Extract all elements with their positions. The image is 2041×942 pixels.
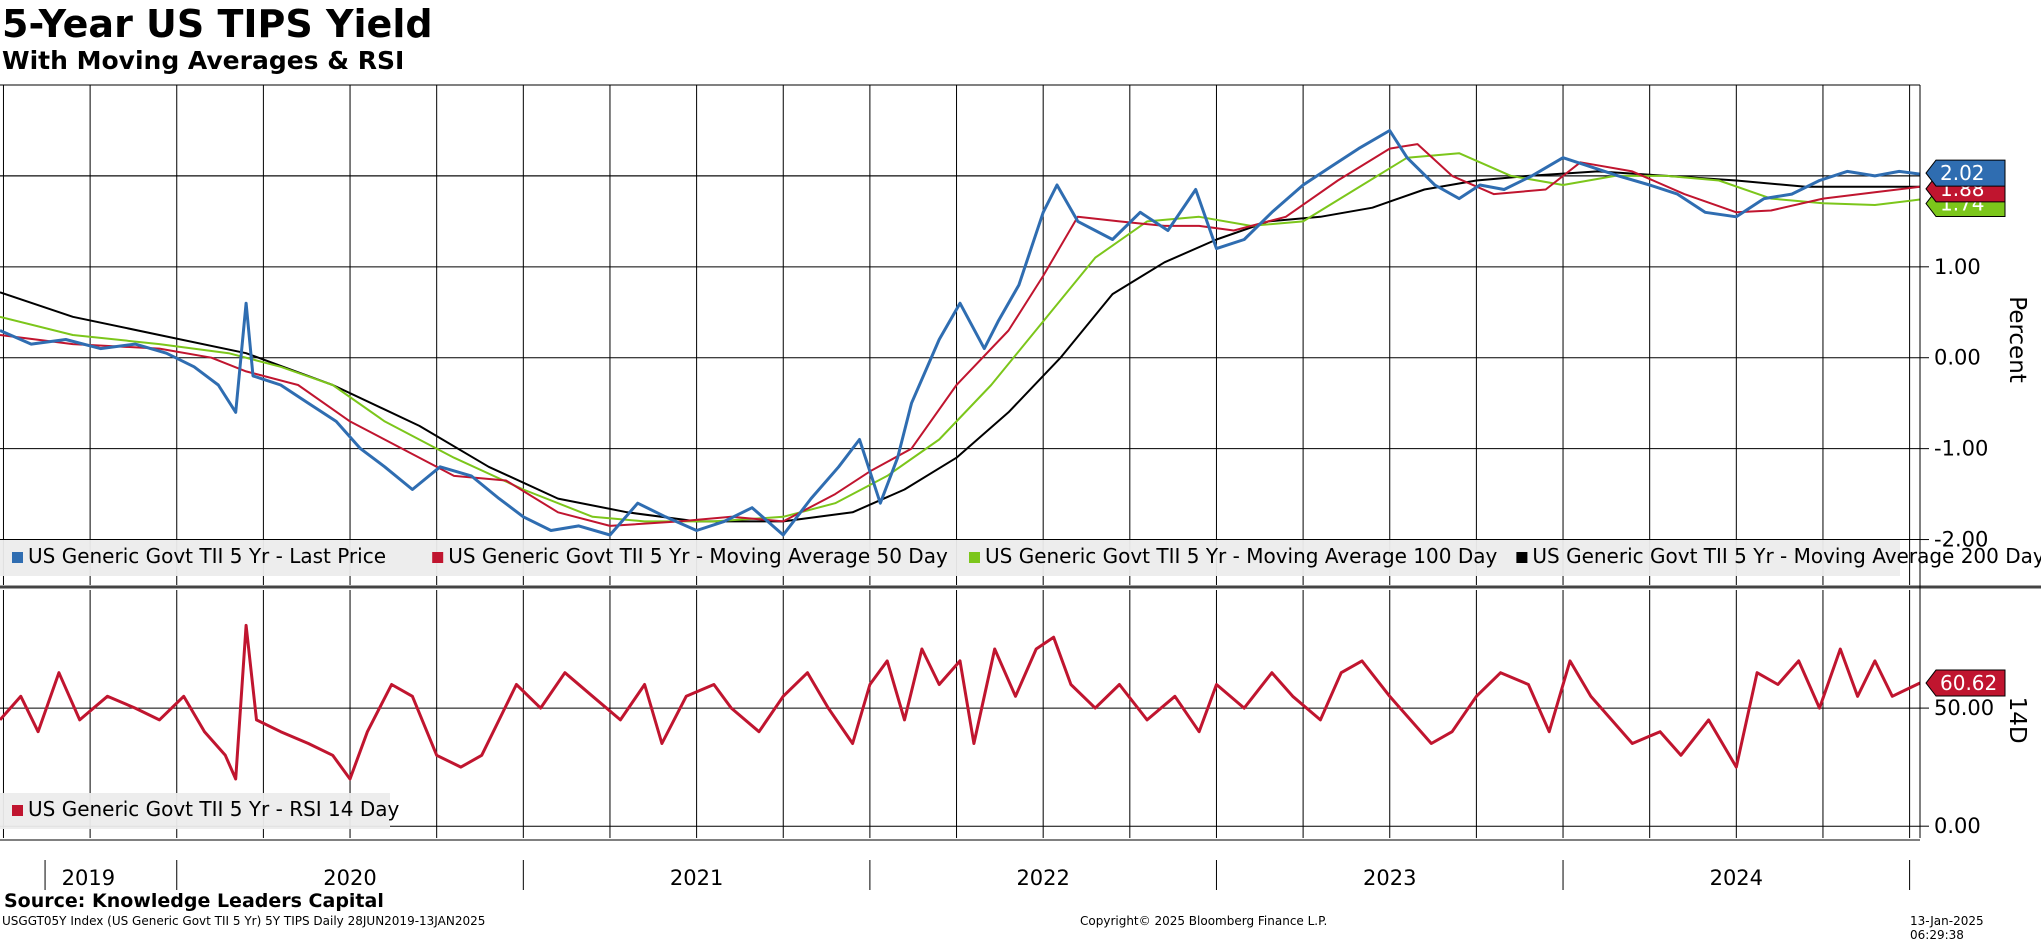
legend-swatch xyxy=(12,805,23,816)
x-tick-label: 2023 xyxy=(1363,866,1416,890)
series-line xyxy=(0,129,1921,537)
legend-label: US Generic Govt TII 5 Yr - Moving Averag… xyxy=(448,544,948,568)
legend-label: US Generic Govt TII 5 Yr - RSI 14 Day xyxy=(28,797,400,821)
y-tick-label: -2.00 xyxy=(1934,528,1988,552)
legend-top-background xyxy=(0,540,1900,576)
x-tick-label: 2020 xyxy=(323,866,376,890)
legends: US Generic Govt TII 5 Yr - Last Price US … xyxy=(0,540,2041,829)
y-axis-label: Percent xyxy=(2004,296,2030,383)
series-line xyxy=(0,152,1921,523)
grid xyxy=(0,84,1920,838)
source-note: Source: Knowledge Leaders Capital xyxy=(4,890,384,912)
legend-bottom-background xyxy=(0,793,390,829)
y-tick-label: 0.00 xyxy=(1934,346,1981,370)
legend-label: US Generic Govt TII 5 Yr - Last Price xyxy=(28,544,386,568)
legend-label: US Generic Govt TII 5 Yr - Moving Averag… xyxy=(1532,544,2041,568)
badge-last-price-label: 2.02 xyxy=(1940,161,1985,185)
x-tick-label: 2021 xyxy=(670,866,723,890)
badge-rsi xyxy=(1925,669,2006,697)
legend-label: US Generic Govt TII 5 Yr - Moving Averag… xyxy=(985,544,1497,568)
y-tick-label: -1.00 xyxy=(1934,437,1988,461)
copyright-note: Copyright© 2025 Bloomberg Finance L.P. xyxy=(1080,914,1328,928)
x-tick-label: 2024 xyxy=(1710,866,1763,890)
x-tick-label: 2019 xyxy=(62,866,115,890)
rsi-axis-label: 14D xyxy=(2004,697,2030,744)
index-info: USGGT05Y Index (US Generic Govt TII 5 Yr… xyxy=(2,914,486,928)
series-line xyxy=(0,143,1921,527)
legend-swatch xyxy=(432,552,444,563)
badge-last-price xyxy=(1925,159,2006,187)
rsi-tick-label: 50.00 xyxy=(1934,696,1994,720)
chart-subtitle: With Moving Averages & RSI xyxy=(2,46,405,75)
axes: 1.00 0.00 -1.00 -2.00 50.00 0.00 Percent 14D 201… xyxy=(0,84,2041,890)
series-line xyxy=(0,170,1920,523)
chart-title: 5-Year US TIPS Yield xyxy=(2,2,433,46)
legend-swatch xyxy=(1516,552,1528,563)
series-group xyxy=(0,129,1921,781)
legend-swatch xyxy=(12,552,23,563)
y-tick-label: 1.00 xyxy=(1934,255,1981,279)
rsi-tick-label: 0.00 xyxy=(1934,814,1981,838)
series-line xyxy=(0,623,1921,781)
badge-rsi-label: 60.62 xyxy=(1940,671,1997,695)
timestamp: 13-Jan-2025 06:29:38 xyxy=(1910,914,1984,942)
legend-swatch xyxy=(969,552,980,563)
x-tick-label: 2022 xyxy=(1016,866,1069,890)
